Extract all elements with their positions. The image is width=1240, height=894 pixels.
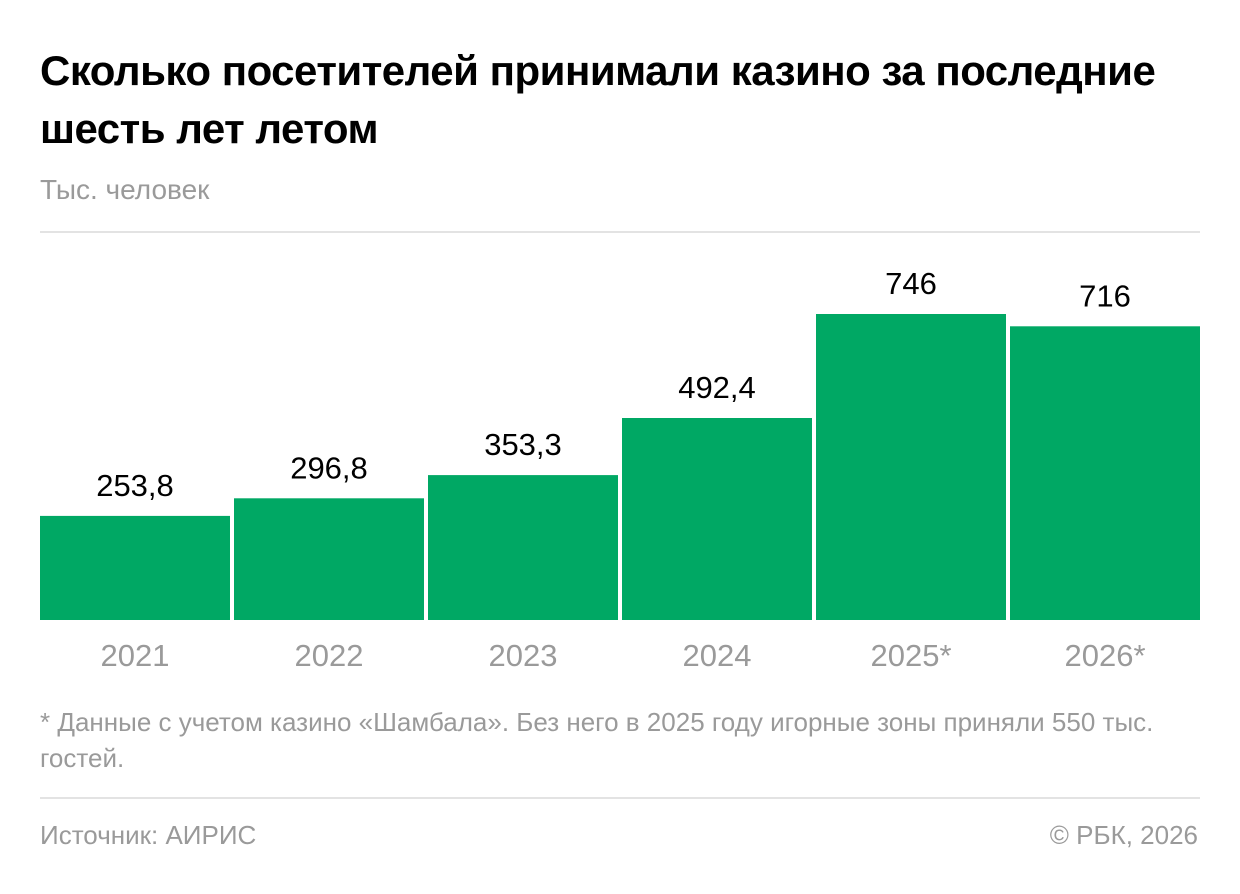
bar-2024: [622, 418, 812, 620]
source-label: Источник: АИРИС: [40, 820, 257, 850]
category-label: 2025*: [870, 638, 951, 673]
bar-2023: [428, 475, 618, 620]
chart-title: Сколько посетителей принимали казино за …: [40, 47, 1156, 152]
bar-2022: [234, 498, 424, 620]
bar-2025: [816, 314, 1006, 620]
bar-2021: [40, 515, 230, 620]
copyright-label: © РБК, 2026: [1049, 820, 1198, 850]
value-label: 716: [1079, 278, 1131, 313]
footnote: * Данные с учетом казино «Шамбала». Без …: [40, 707, 1154, 773]
category-label: 2022: [295, 638, 364, 673]
value-label: 296,8: [290, 450, 368, 485]
category-label: 2024: [683, 638, 752, 673]
bottom-divider: [40, 797, 1200, 799]
value-label: 746: [885, 266, 937, 301]
category-label: 2021: [101, 638, 170, 673]
chart-subtitle: Тыс. человек: [40, 174, 210, 205]
category-label: 2023: [489, 638, 558, 673]
top-divider: [40, 231, 1200, 233]
value-label: 253,8: [96, 468, 174, 503]
category-label: 2026*: [1064, 638, 1145, 673]
value-label: 353,3: [484, 427, 562, 462]
bar-2026: [1010, 326, 1200, 620]
value-label: 492,4: [678, 370, 756, 405]
